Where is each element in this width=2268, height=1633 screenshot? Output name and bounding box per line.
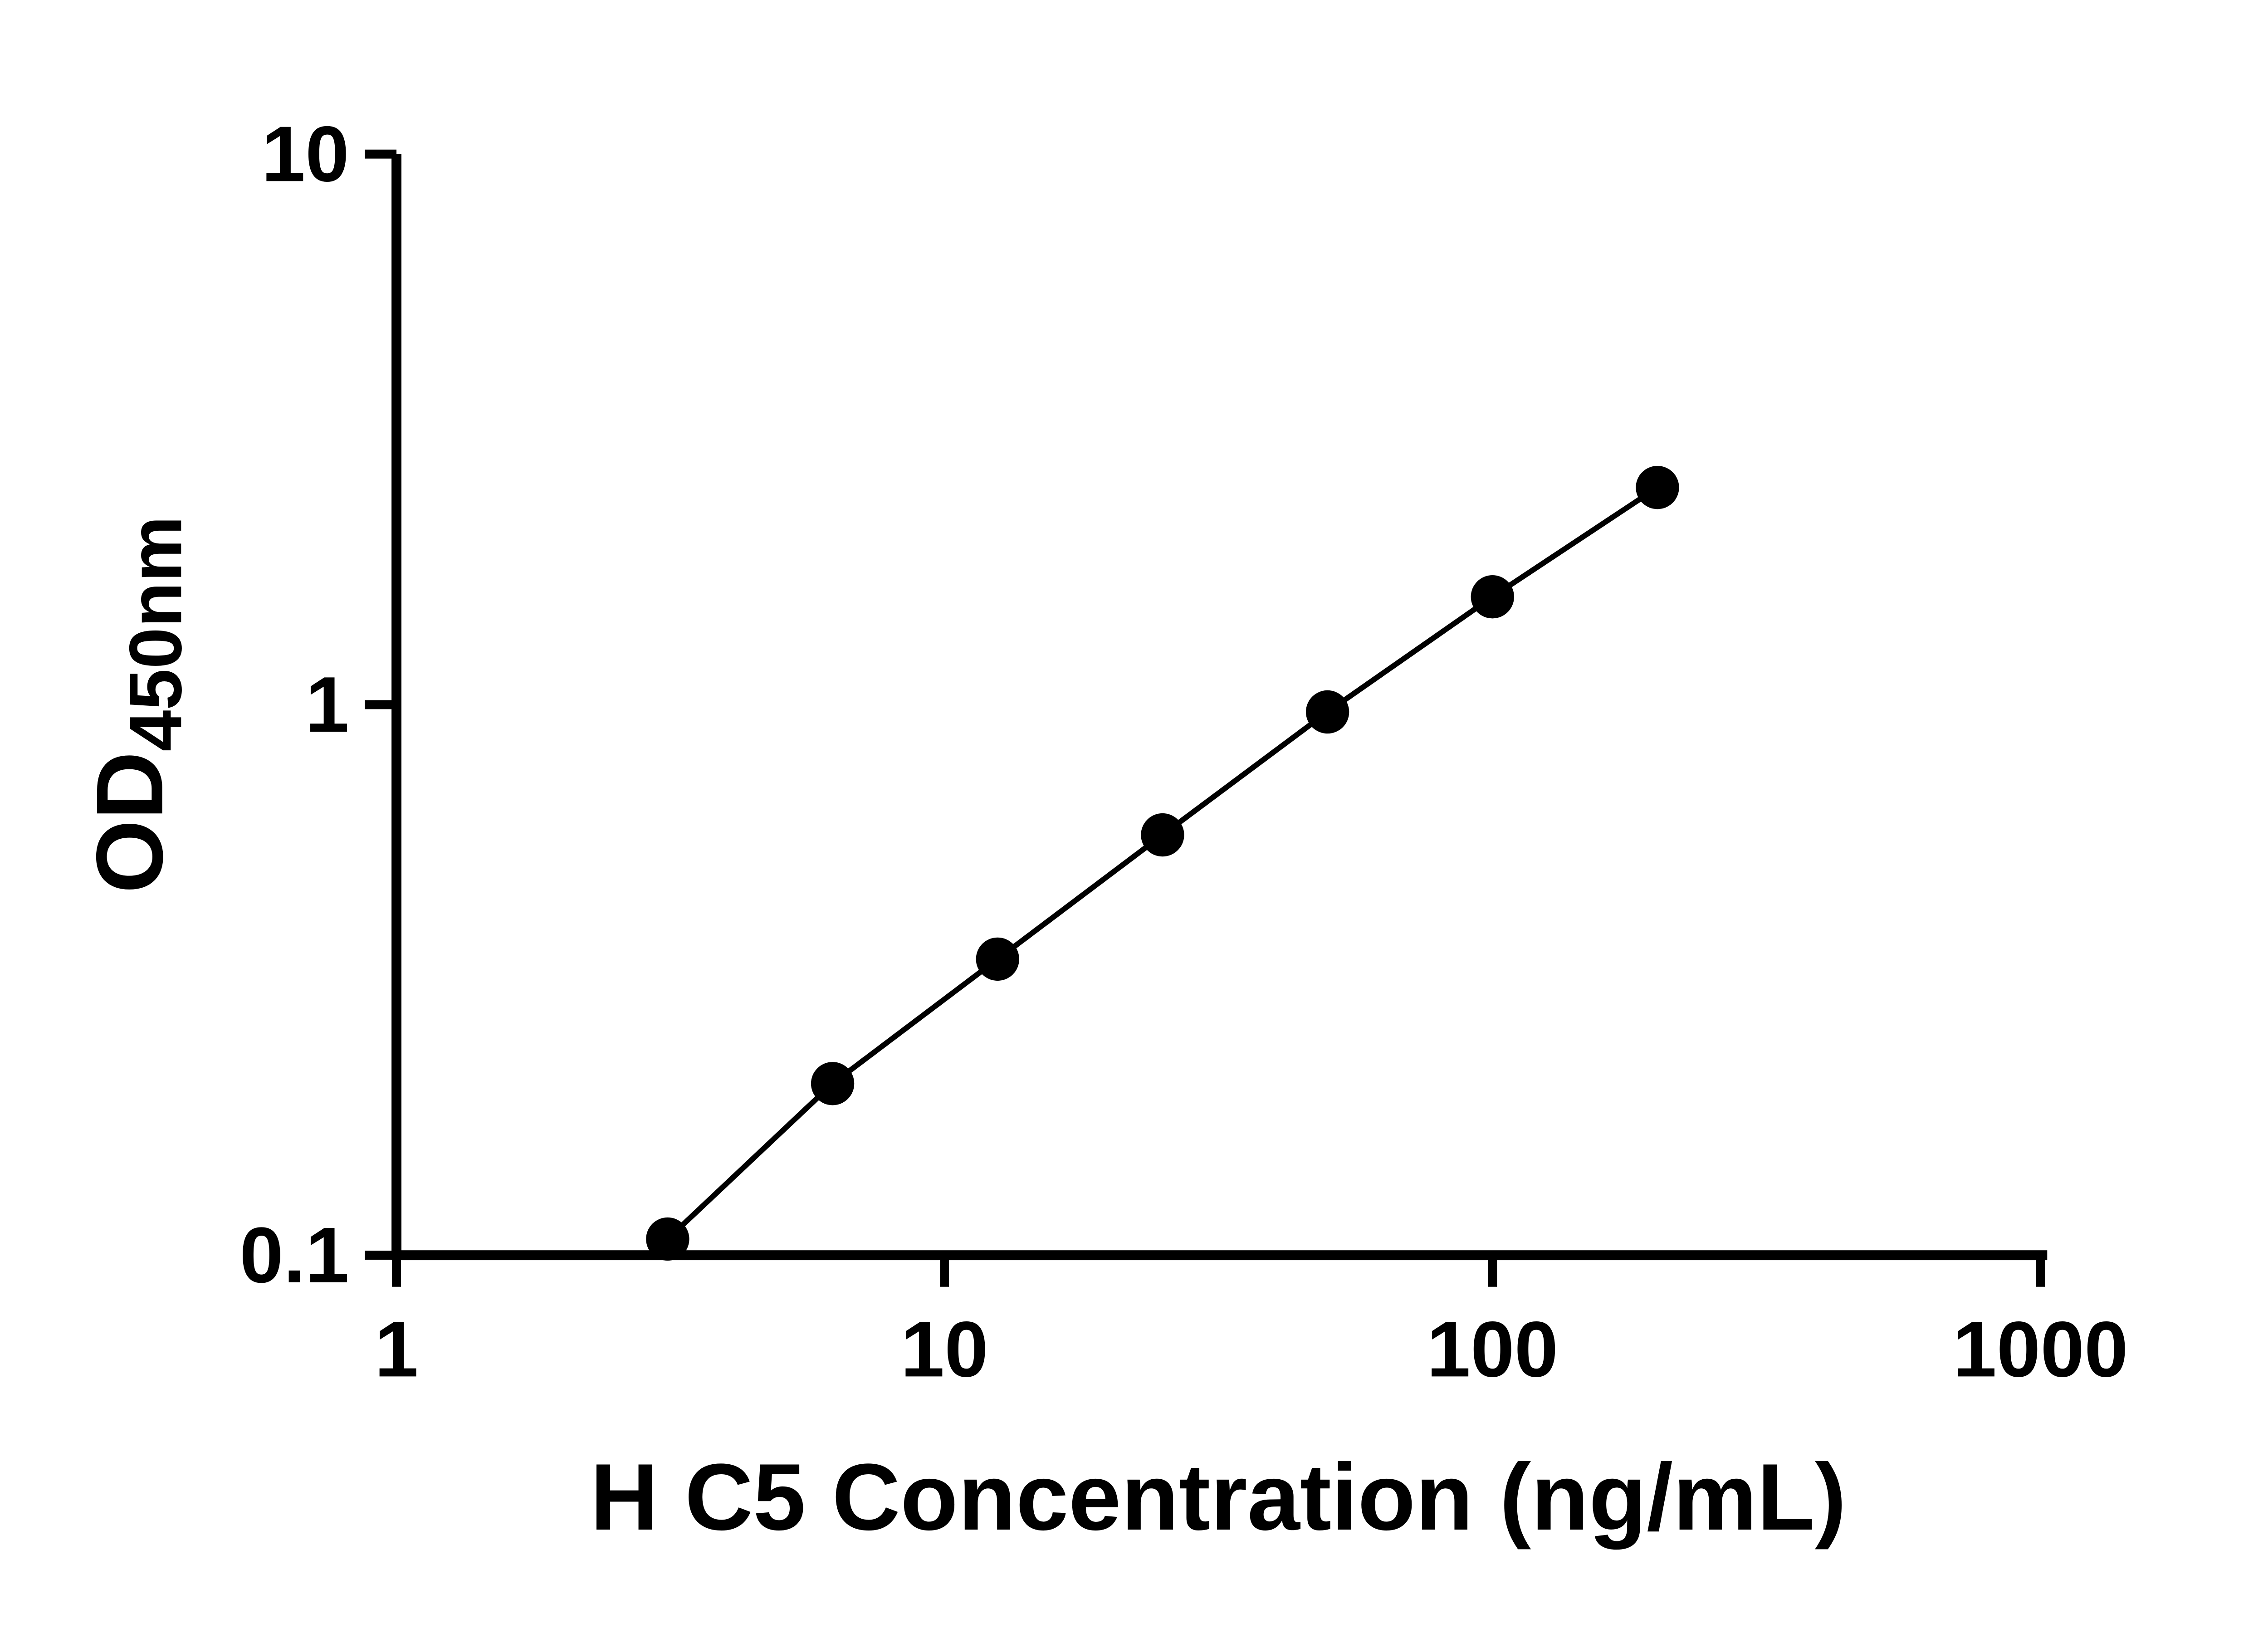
- data-point: [1141, 813, 1184, 857]
- data-point: [1471, 575, 1514, 619]
- x-tick-label: 1000: [1953, 1305, 2128, 1393]
- axis-spine: [391, 154, 2048, 1261]
- y-axis-title: OD450nm: [77, 516, 197, 893]
- y-axis-title-subscript: 450nm: [114, 516, 197, 751]
- axes-layer: [365, 149, 2048, 1287]
- x-tick-label: 10: [901, 1305, 988, 1393]
- data-point: [976, 937, 1019, 981]
- x-tick-label: 1: [375, 1305, 419, 1393]
- y-axis-title-base: OD: [77, 752, 183, 894]
- x-axis-title: H C5 Concentration (ng/mL): [590, 1444, 1846, 1550]
- x-tick-label: 100: [1427, 1305, 1558, 1393]
- y-tick-label: 0.1: [240, 1211, 349, 1299]
- data-point: [1636, 465, 1679, 509]
- data-point: [811, 1062, 855, 1105]
- y-tick-label: 10: [261, 110, 349, 198]
- tick-label-layer: 1 10 100 1000 0.1 1 10: [240, 110, 2128, 1393]
- series-layer: [646, 465, 1679, 1261]
- y-tick-label: 1: [305, 660, 349, 748]
- data-point: [646, 1217, 689, 1261]
- data-point: [1305, 690, 1349, 734]
